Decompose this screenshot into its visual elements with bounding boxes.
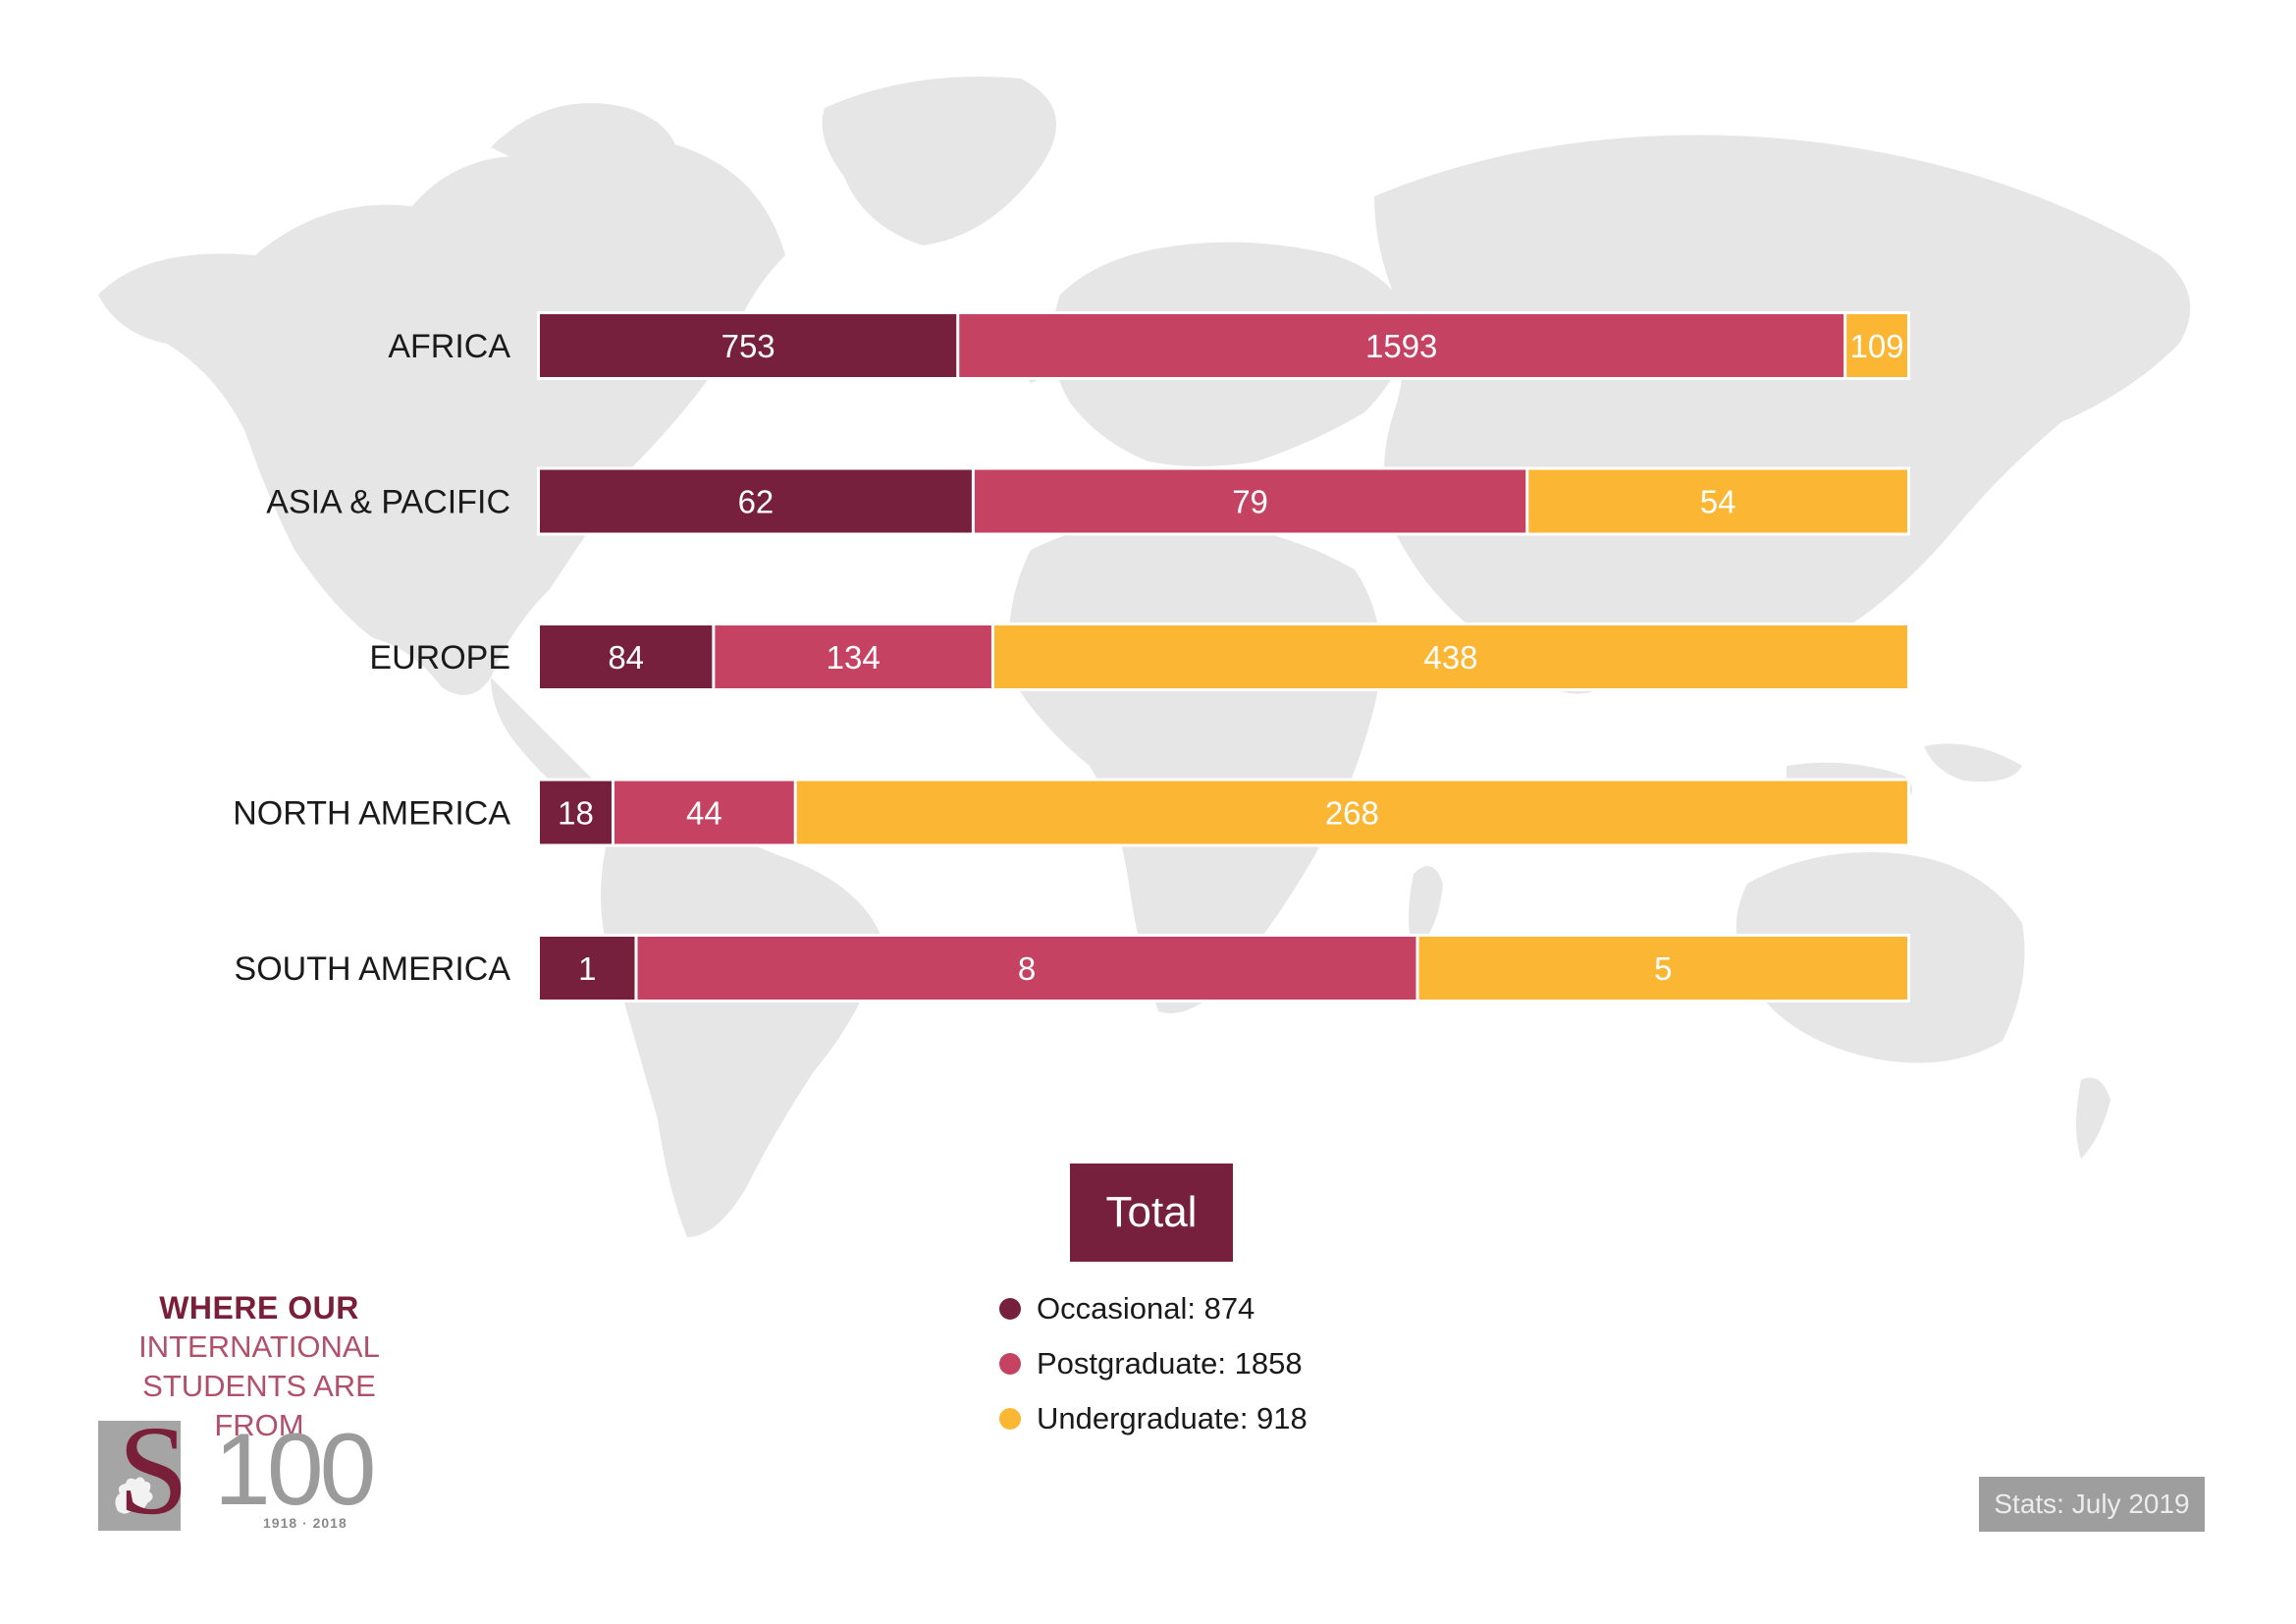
category-label-4: SOUTH AMERICA — [235, 950, 511, 988]
bar-segment-postgraduate-4 — [637, 937, 1416, 1000]
legend-item-occasional: Occasional: 874 — [999, 1281, 1308, 1336]
oak-leaf-icon — [115, 1477, 153, 1514]
data-label-occasional-3: 18 — [558, 795, 594, 832]
data-label-occasional-4: 1 — [578, 950, 596, 987]
logo-number: 100 — [214, 1413, 377, 1527]
bar-segment-occasional-1 — [540, 469, 972, 533]
stats-date-label: Stats: July 2019 — [1994, 1489, 2190, 1519]
bar-segment-postgraduate-0 — [959, 314, 1844, 377]
legend: Occasional: 874 Postgraduate: 1858 Under… — [999, 1281, 1308, 1446]
bar-segment-undergraduate-3 — [796, 781, 1908, 844]
centenary-logo: S 100 1918 · 2018 — [98, 1407, 422, 1535]
data-label-postgraduate-4: 8 — [1018, 950, 1036, 987]
legend-label-occasional: Occasional: 874 — [1037, 1291, 1255, 1326]
legend-label-undergraduate: Undergraduate: 918 — [1037, 1401, 1308, 1435]
logo-years: 1918 · 2018 — [263, 1515, 347, 1531]
headline-line-3: STUDENTS ARE FROM — [142, 1369, 376, 1442]
bar-segment-occasional-4 — [540, 937, 635, 1000]
data-label-occasional-0: 753 — [721, 328, 775, 364]
occasional-dot-icon — [999, 1298, 1021, 1320]
data-label-postgraduate-0: 1593 — [1365, 328, 1437, 364]
bar-segment-undergraduate-2 — [993, 625, 1907, 688]
headline: WHERE OUR INTERNATIONAL STUDENTS ARE FRO… — [94, 1288, 424, 1445]
data-label-undergraduate-4: 5 — [1654, 950, 1672, 987]
data-label-postgraduate-3: 44 — [686, 795, 722, 832]
data-label-undergraduate-3: 268 — [1325, 795, 1379, 832]
headline-line-1: WHERE OUR — [159, 1290, 359, 1326]
data-label-undergraduate-0: 109 — [1850, 328, 1904, 364]
bar-segment-postgraduate-3 — [614, 781, 794, 844]
bar-segment-undergraduate-4 — [1418, 937, 1907, 1000]
logo-letter: S — [118, 1400, 189, 1542]
category-label-2: EUROPE — [369, 639, 510, 677]
undergraduate-dot-icon — [999, 1408, 1021, 1430]
bar-segment-occasional-0 — [540, 314, 957, 377]
total-label-box: Total — [1070, 1164, 1233, 1262]
category-label-1: ASIA & PACIFIC — [266, 484, 510, 521]
bar-segment-undergraduate-1 — [1528, 469, 1907, 533]
legend-label-postgraduate: Postgraduate: 1858 — [1037, 1346, 1303, 1380]
bar-segment-undergraduate-0 — [1846, 314, 1907, 377]
headline-line-2: INTERNATIONAL — [138, 1329, 380, 1364]
legend-item-postgraduate: Postgraduate: 1858 — [999, 1336, 1308, 1391]
bar-segment-occasional-3 — [540, 781, 612, 844]
total-label: Total — [1105, 1188, 1198, 1236]
logo-s-box: S — [98, 1407, 188, 1535]
bar-segment-occasional-2 — [540, 625, 713, 688]
bar-segment-postgraduate-2 — [715, 625, 991, 688]
bar-segment-postgraduate-1 — [974, 469, 1526, 533]
category-label-0: AFRICA — [388, 328, 510, 365]
data-label-occasional-2: 84 — [608, 639, 644, 676]
data-label-postgraduate-2: 134 — [827, 639, 881, 676]
data-label-undergraduate-2: 438 — [1423, 639, 1477, 676]
data-label-undergraduate-1: 54 — [1700, 484, 1736, 520]
data-label-postgraduate-1: 79 — [1232, 484, 1268, 520]
postgraduate-dot-icon — [999, 1353, 1021, 1375]
legend-item-undergraduate: Undergraduate: 918 — [999, 1391, 1308, 1446]
data-label-occasional-1: 62 — [738, 484, 774, 520]
category-label-3: NORTH AMERICA — [233, 795, 510, 833]
stats-date-box: Stats: July 2019 — [1979, 1477, 2205, 1532]
